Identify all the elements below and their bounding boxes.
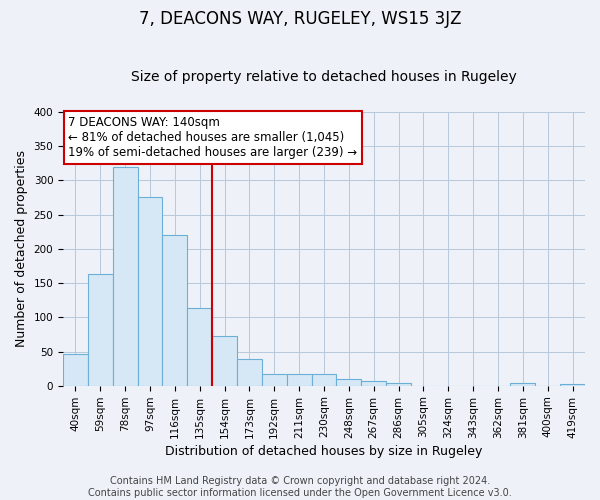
- Bar: [88, 274, 113, 386]
- Bar: [511, 383, 535, 386]
- Bar: [113, 167, 137, 386]
- Bar: [560, 384, 585, 386]
- Bar: [63, 354, 88, 386]
- Text: 7, DEACONS WAY, RUGELEY, WS15 3JZ: 7, DEACONS WAY, RUGELEY, WS15 3JZ: [139, 10, 461, 28]
- X-axis label: Distribution of detached houses by size in Rugeley: Distribution of detached houses by size …: [166, 444, 483, 458]
- Bar: [163, 234, 187, 386]
- Text: 7 DEACONS WAY: 140sqm
← 81% of detached houses are smaller (1,045)
19% of semi-d: 7 DEACONS WAY: 140sqm ← 81% of detached …: [68, 116, 358, 159]
- Text: Contains HM Land Registry data © Crown copyright and database right 2024.
Contai: Contains HM Land Registry data © Crown c…: [88, 476, 512, 498]
- Title: Size of property relative to detached houses in Rugeley: Size of property relative to detached ho…: [131, 70, 517, 85]
- Y-axis label: Number of detached properties: Number of detached properties: [15, 150, 28, 348]
- Bar: [137, 197, 163, 386]
- Bar: [262, 374, 287, 386]
- Bar: [187, 308, 212, 386]
- Bar: [361, 381, 386, 386]
- Bar: [311, 374, 337, 386]
- Bar: [386, 383, 411, 386]
- Bar: [212, 336, 237, 386]
- Bar: [337, 379, 361, 386]
- Bar: [237, 359, 262, 386]
- Bar: [287, 374, 311, 386]
